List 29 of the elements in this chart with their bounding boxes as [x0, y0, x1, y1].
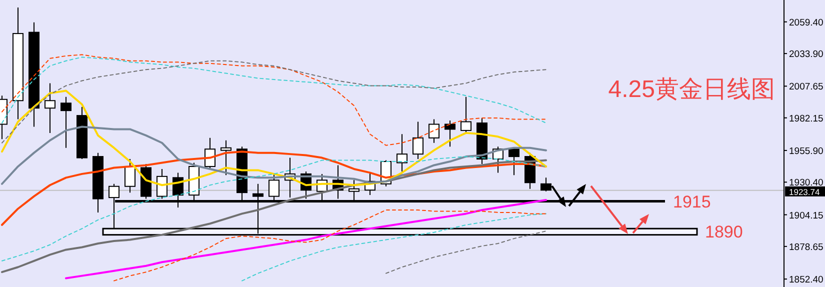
candlestick	[124, 158, 136, 194]
y-tick-label: 1878.65	[789, 242, 824, 253]
y-tick-label: 2033.90	[789, 49, 824, 60]
y-tick-label: 1852.40	[789, 274, 824, 286]
ref-line-label: 1923.74	[789, 186, 820, 197]
line-series	[2, 56, 546, 124]
candlestick	[220, 140, 232, 176]
candlestick	[60, 96, 72, 148]
line-series	[65, 199, 547, 280]
candlestick	[428, 118, 440, 144]
candlestick	[508, 147, 520, 176]
line-series	[386, 230, 546, 274]
y-tick-label: 2059.40	[789, 17, 824, 28]
candlestick	[396, 134, 408, 172]
ref-line-label: 1915	[673, 192, 711, 212]
candlestick	[540, 177, 552, 192]
candlestick	[412, 121, 424, 160]
text: 4.25黄金日线图	[608, 76, 775, 103]
candlestick	[444, 120, 456, 148]
band-label: 1890	[705, 222, 743, 242]
line-series	[114, 209, 546, 282]
candlestick	[460, 96, 472, 134]
y-tick-label: 2007.65	[789, 82, 824, 93]
candlestick	[44, 82, 56, 134]
y-tick-label: 1930.40	[789, 178, 824, 189]
line-series	[242, 213, 546, 282]
y-tick-label: 1955.90	[789, 146, 824, 157]
y-tick-label: 1904.15	[789, 210, 824, 222]
y-tick-label: 1982.15	[789, 113, 824, 124]
